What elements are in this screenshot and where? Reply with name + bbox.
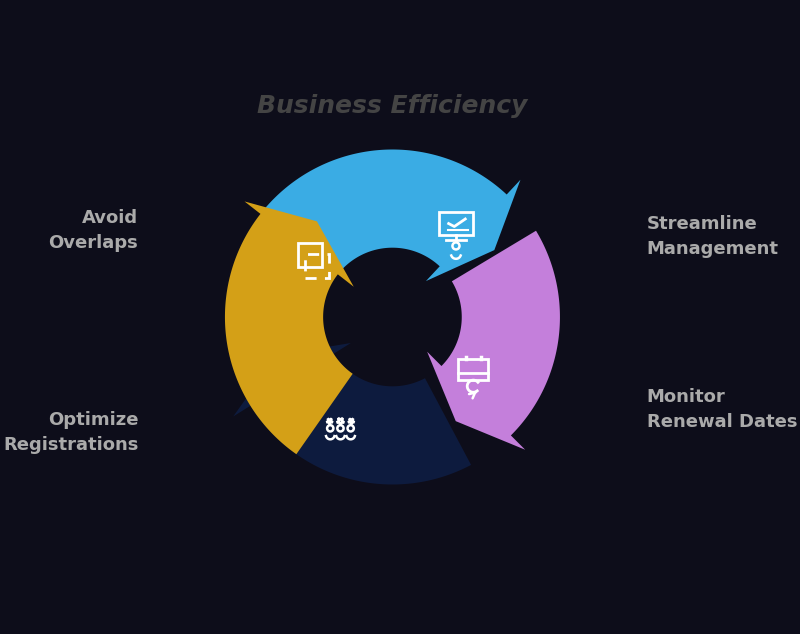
Bar (458, 359, 489, 380)
Text: Avoid
Overlaps: Avoid Overlaps (49, 209, 138, 252)
Bar (305, 254, 329, 278)
Text: Streamline
Management: Streamline Management (646, 215, 778, 257)
Text: Business Efficiency: Business Efficiency (258, 94, 528, 118)
Bar (298, 243, 322, 267)
Text: Optimize
Registrations: Optimize Registrations (3, 411, 138, 454)
Bar (439, 212, 473, 235)
Polygon shape (262, 150, 521, 281)
Polygon shape (234, 343, 471, 484)
Polygon shape (427, 231, 560, 450)
Text: Monitor
Renewal Dates: Monitor Renewal Dates (646, 388, 797, 431)
Polygon shape (225, 202, 354, 454)
